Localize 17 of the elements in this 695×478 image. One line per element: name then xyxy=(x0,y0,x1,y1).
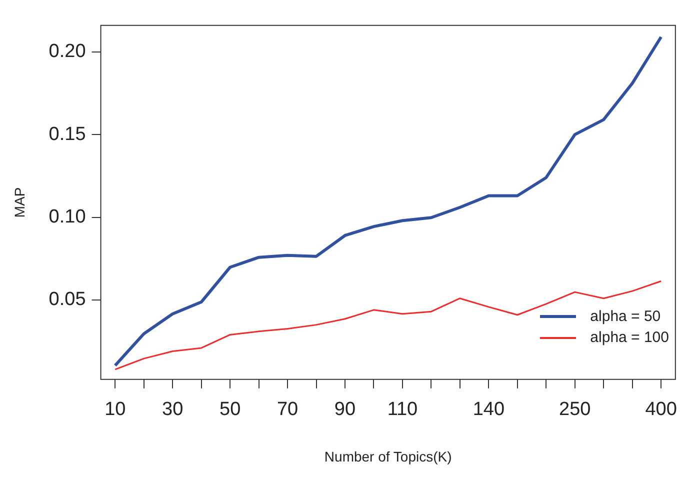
x-axis-title: Number of Topics(K) xyxy=(324,448,452,464)
x-tick-label: 30 xyxy=(162,399,184,420)
legend-label: alpha = 50 xyxy=(590,308,661,325)
x-tick-label: 50 xyxy=(220,399,241,420)
y-tick-label: 0.20 xyxy=(48,41,86,62)
y-tick-label: 0.05 xyxy=(48,289,86,310)
x-tick-label: 10 xyxy=(104,399,126,420)
x-tick-label: 90 xyxy=(334,399,356,420)
y-axis-title: MAP xyxy=(11,187,28,218)
x-tick-label: 70 xyxy=(276,399,298,420)
y-tick-label: 0.15 xyxy=(48,124,86,145)
y-tick-label: 0.10 xyxy=(48,206,86,228)
x-tick-label: 250 xyxy=(559,399,591,420)
x-tick-label: 400 xyxy=(645,399,677,420)
x-tick-label: 110 xyxy=(387,399,418,420)
legend-label: alpha = 100 xyxy=(590,329,669,346)
x-tick-label: 140 xyxy=(472,399,505,420)
